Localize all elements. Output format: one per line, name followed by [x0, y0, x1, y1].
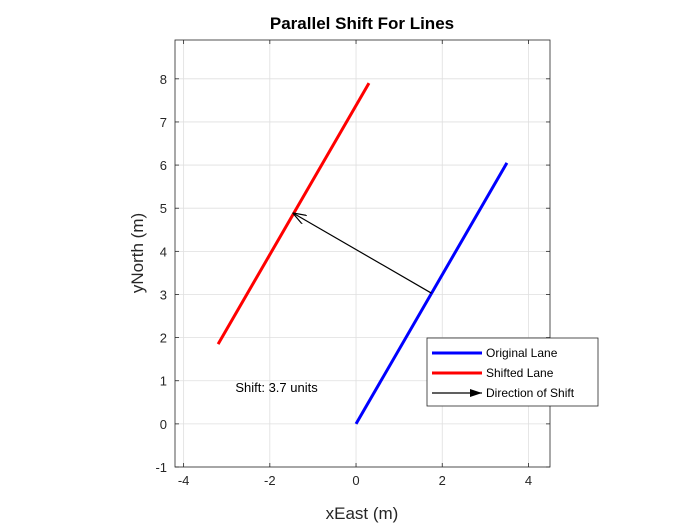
y-tick-label: 4 — [160, 244, 167, 259]
y-tick-label: 5 — [160, 201, 167, 216]
chart-title: Parallel Shift For Lines — [270, 14, 454, 33]
legend: Original Lane Shifted Lane Direction of … — [426, 337, 599, 407]
x-axis-label: xEast (m) — [326, 504, 399, 523]
x-tick-label: -4 — [178, 473, 190, 488]
x-tick-label: 2 — [439, 473, 446, 488]
x-tick-label: -2 — [264, 473, 276, 488]
plot-frame — [174, 39, 551, 468]
shift-arrow — [294, 213, 432, 294]
legend-label-direction: Direction of Shift — [486, 386, 575, 400]
series-line-original-lane — [354, 162, 509, 425]
y-axis-label: yNorth (m) — [128, 213, 147, 293]
y-tick-label: 6 — [160, 158, 167, 173]
y-tick-label: -1 — [155, 460, 167, 475]
y-tick-label: 7 — [160, 115, 167, 130]
shift-arrow-group — [294, 213, 432, 294]
shift-annotation: Shift: 3.7 units — [235, 380, 318, 395]
axis-ticks: -4 -2 0 2 4 -1 0 1 2 3 4 5 6 7 8 — [155, 40, 550, 488]
x-tick-label: 4 — [525, 473, 532, 488]
x-tick-label: 0 — [352, 473, 359, 488]
y-tick-label: 3 — [160, 287, 167, 302]
y-tick-label: 2 — [160, 331, 167, 346]
y-tick-label: 8 — [160, 72, 167, 87]
legend-label-original: Original Lane — [486, 346, 558, 360]
grid — [175, 40, 550, 468]
y-tick-label: 1 — [160, 374, 167, 389]
legend-label-shifted: Shifted Lane — [486, 366, 554, 380]
y-tick-label: 0 — [160, 417, 167, 432]
